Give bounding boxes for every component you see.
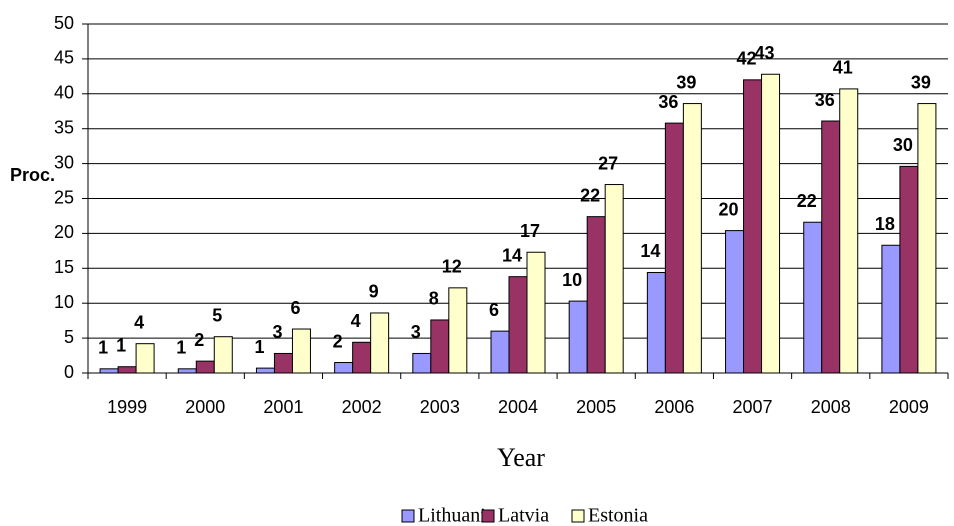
bar	[177, 368, 197, 374]
y-tick-label: 45	[54, 48, 74, 68]
bar	[334, 362, 354, 374]
y-tick-label: 20	[54, 222, 74, 242]
data-label: 8	[429, 289, 439, 309]
bar	[682, 103, 702, 374]
bar	[448, 287, 468, 374]
bar	[604, 184, 624, 374]
bar	[743, 79, 763, 374]
bar	[526, 251, 546, 374]
data-label: 30	[893, 135, 913, 155]
legend-label: Latvia	[498, 505, 549, 526]
y-tick-label: 10	[54, 292, 74, 312]
x-tick-label: 2007	[733, 397, 773, 417]
data-label: 22	[580, 185, 600, 205]
x-tick-label: 2006	[654, 397, 694, 417]
y-tick-label: 30	[54, 152, 74, 172]
data-label: 14	[502, 245, 522, 265]
bar	[821, 120, 841, 374]
bar	[135, 343, 155, 374]
data-label: 2	[194, 330, 204, 350]
bar	[490, 330, 510, 374]
bar	[352, 341, 372, 374]
bar	[664, 122, 684, 374]
data-label: 43	[755, 43, 775, 63]
x-tick-label: 2008	[811, 397, 851, 417]
data-label: 14	[640, 241, 660, 261]
bar	[117, 366, 137, 374]
data-label: 1	[98, 338, 108, 358]
data-label: 1	[254, 337, 264, 357]
y-tick-label: 5	[64, 327, 74, 347]
bar	[803, 221, 823, 374]
legend-label: Estonia	[588, 505, 648, 526]
y-tick-label: 25	[54, 187, 74, 207]
bar	[646, 271, 666, 374]
bar	[412, 352, 432, 374]
y-tick-label: 40	[54, 83, 74, 103]
data-label: 27	[598, 153, 618, 173]
legend-swatch	[401, 509, 415, 523]
y-tick-label: 15	[54, 257, 74, 277]
bar	[213, 336, 233, 374]
bar	[508, 276, 528, 374]
data-label: 36	[658, 92, 678, 112]
bar	[725, 230, 745, 374]
bar	[430, 319, 450, 374]
x-tick-label: 2009	[889, 397, 929, 417]
data-label: 1	[176, 338, 186, 358]
data-label: 6	[489, 300, 499, 320]
data-label: 3	[272, 322, 282, 342]
data-label: 36	[815, 90, 835, 110]
data-label: 2	[333, 331, 343, 351]
bar	[917, 103, 937, 374]
data-label: 39	[911, 72, 931, 92]
x-tick-label: 2004	[498, 397, 538, 417]
bar	[761, 73, 781, 374]
bar	[370, 312, 390, 374]
x-tick-label: 2003	[420, 397, 460, 417]
y-axis-label: Proc.	[10, 165, 55, 185]
data-label: 5	[212, 305, 222, 325]
y-tick-label: 0	[64, 362, 74, 382]
x-axis-label: Year	[497, 443, 545, 472]
bar	[839, 88, 859, 374]
bar	[291, 328, 311, 374]
data-label: 39	[676, 72, 696, 92]
legend-swatch	[481, 509, 495, 523]
y-tick-label: 35	[54, 117, 74, 137]
x-tick-label: 1999	[107, 397, 147, 417]
data-label: 9	[369, 282, 379, 302]
data-label: 4	[351, 311, 361, 331]
bar	[195, 360, 215, 374]
data-label: 10	[562, 270, 582, 290]
data-label: 4	[134, 312, 144, 332]
data-label: 1	[116, 335, 126, 355]
x-tick-label: 2001	[263, 397, 303, 417]
x-tick-label: 2002	[342, 397, 382, 417]
data-label: 22	[797, 191, 817, 211]
x-tick-label: 2000	[185, 397, 225, 417]
bar	[568, 300, 588, 374]
data-label: 3	[411, 322, 421, 342]
bar	[899, 165, 919, 374]
data-label: 17	[520, 221, 540, 241]
data-label: 20	[719, 199, 739, 219]
bar	[881, 244, 901, 374]
data-label: 42	[737, 49, 757, 69]
legend-label: Lithuania	[418, 505, 495, 526]
bar	[586, 216, 606, 374]
bar	[255, 367, 275, 374]
legend-swatch	[571, 509, 585, 523]
x-tick-label: 2005	[576, 397, 616, 417]
bar	[99, 368, 119, 374]
y-tick-label: 50	[54, 13, 74, 33]
bar	[273, 352, 293, 374]
data-label: 6	[290, 298, 300, 318]
data-label: 12	[442, 257, 462, 277]
data-label: 18	[875, 214, 895, 234]
data-label: 41	[833, 58, 853, 78]
